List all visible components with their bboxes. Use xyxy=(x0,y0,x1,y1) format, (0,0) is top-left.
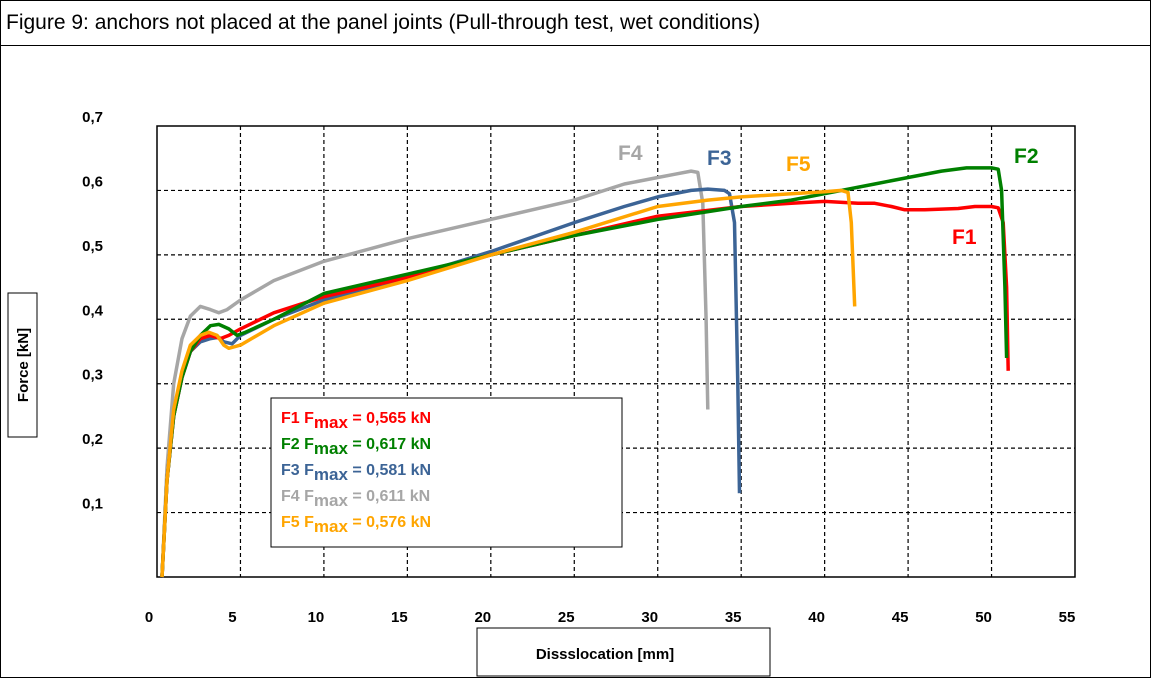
chart-title: Figure 9: anchors not placed at the pane… xyxy=(1,1,1150,46)
y-tick-label: 0,1 xyxy=(82,496,103,513)
x-tick-label: 55 xyxy=(1059,609,1076,626)
grid xyxy=(157,126,1075,577)
x-tick-label: 20 xyxy=(474,609,491,626)
x-tick-label: 40 xyxy=(808,609,825,626)
x-tick-labels: 0 5 10 15 20 25 30 35 40 45 50 55 xyxy=(145,609,1076,626)
y-tick-labels: 0,1 0,2 0,3 0,4 0,5 0,6 0,7 xyxy=(82,109,104,513)
legend-entry-f4: F4 Fmax = 0,611 kN xyxy=(281,488,430,510)
legend-entry-f3: F3 Fmax = 0,581 kN xyxy=(281,462,431,484)
x-tick-label: 25 xyxy=(558,609,575,626)
series-labels: F1 F2 F3 F4 F5 xyxy=(618,142,1039,249)
legend-entry-f5: F5 Fmax = 0,576 kN xyxy=(281,514,431,536)
legend-entry-f2: F2 Fmax = 0,617 kN xyxy=(281,436,431,458)
x-tick-label: 10 xyxy=(308,609,325,626)
y-tick-label: 0,7 xyxy=(82,109,103,126)
y-axis-label-box xyxy=(7,292,38,438)
series-label-f5: F5 xyxy=(786,153,811,176)
y-tick-label: 0,6 xyxy=(82,173,103,190)
series-label-f1: F1 xyxy=(952,226,977,249)
legend-box xyxy=(270,397,623,548)
series-label-f4: F4 xyxy=(618,142,643,165)
x-axis-label: Dissslocation [mm] xyxy=(476,627,771,677)
series-line-f4 xyxy=(160,169,710,578)
x-tick-label: 0 xyxy=(145,609,153,626)
x-tick-label: 50 xyxy=(975,609,992,626)
y-axis-label: Force [kN] xyxy=(7,292,38,438)
series-label-f3: F3 xyxy=(707,147,732,170)
x-tick-label: 30 xyxy=(641,609,658,626)
x-tick-label: 35 xyxy=(725,609,742,626)
x-axis-label-text: Dissslocation [mm] xyxy=(536,646,674,663)
series-line-f5 xyxy=(160,188,857,578)
x-tick-label: 15 xyxy=(391,609,408,626)
plot-area-border xyxy=(156,125,1076,578)
x-tick-label: 5 xyxy=(228,609,236,626)
legend: F1 Fmax = 0,565 kN F2 Fmax = 0,617 kN F3 F… xyxy=(270,397,623,548)
x-tick-label: 45 xyxy=(892,609,909,626)
y-tick-label: 0,4 xyxy=(82,302,104,319)
y-tick-label: 0,2 xyxy=(82,431,103,448)
y-tick-label: 0,3 xyxy=(82,367,103,384)
series-label-f2: F2 xyxy=(1014,145,1039,168)
y-axis-label-text: Force [kN] xyxy=(15,328,32,402)
series-lines xyxy=(160,166,1010,578)
legend-entry-f1: F1 Fmax = 0,565 kN xyxy=(281,410,431,432)
x-axis-label-box xyxy=(476,627,771,677)
y-tick-label: 0,5 xyxy=(82,238,103,255)
